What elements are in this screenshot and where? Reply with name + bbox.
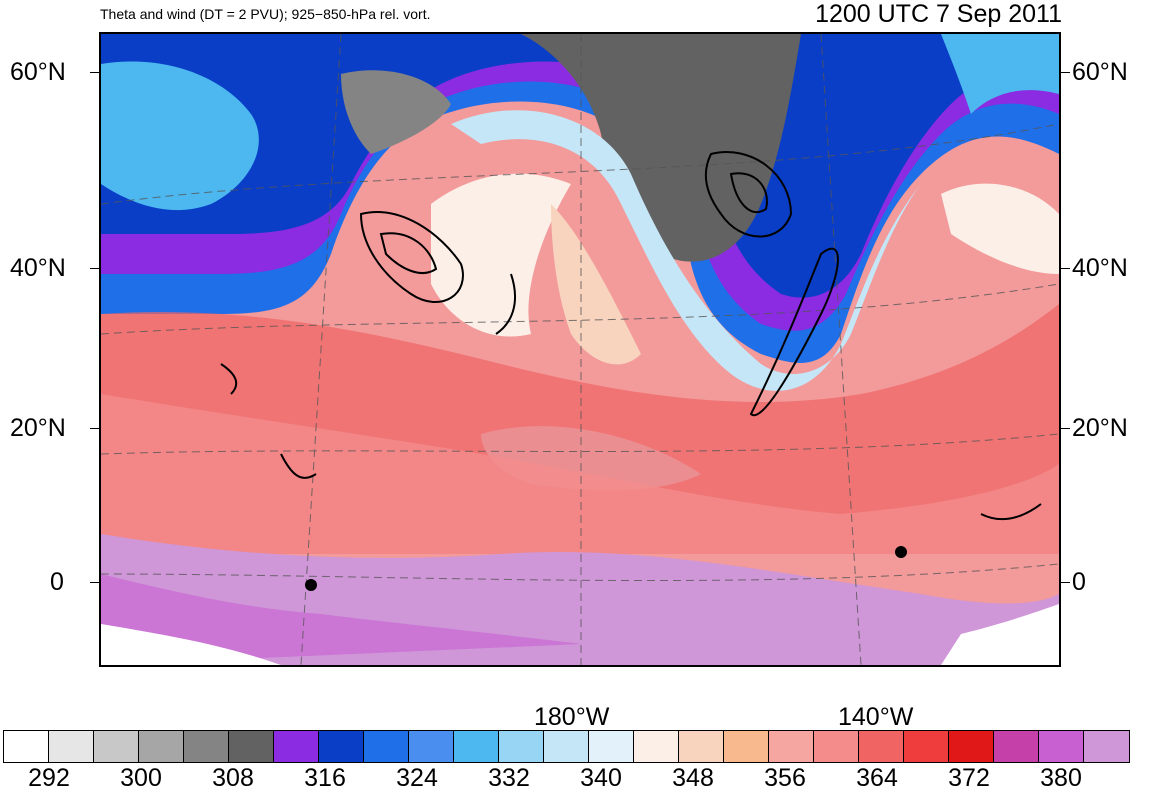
tick-mark bbox=[1061, 268, 1070, 269]
colorbar-tick-label: 308 bbox=[212, 764, 254, 792]
colorbar-swatch bbox=[589, 731, 634, 762]
colorbar-swatch bbox=[994, 731, 1039, 762]
colorbar-swatch bbox=[724, 731, 769, 762]
theta-field bbox=[101, 34, 1059, 665]
colorbar-swatch bbox=[544, 731, 589, 762]
colorbar-tick-label: 364 bbox=[856, 764, 898, 792]
colorbar-swatch bbox=[139, 731, 184, 762]
colorbar-tick-label: 300 bbox=[120, 764, 162, 792]
colorbar-swatch bbox=[634, 731, 679, 762]
lon-label-180w: 180°W bbox=[534, 703, 610, 731]
colorbar-swatch bbox=[229, 731, 274, 762]
colorbar-swatch bbox=[274, 731, 319, 762]
colorbar-tick-label: 324 bbox=[396, 764, 438, 792]
theta-map-panel bbox=[99, 32, 1061, 667]
colorbar-swatch bbox=[184, 731, 229, 762]
colorbar-tick-label: 332 bbox=[488, 764, 530, 792]
tick-mark bbox=[90, 428, 99, 429]
colorbar-swatch bbox=[859, 731, 904, 762]
colorbar-swatch bbox=[904, 731, 949, 762]
lat-label-60n-right: 60°N bbox=[1072, 58, 1128, 86]
colorbar-tick-label: 356 bbox=[764, 764, 806, 792]
colorbar-swatch bbox=[499, 731, 544, 762]
tick-mark bbox=[90, 582, 99, 583]
tick-mark bbox=[1061, 72, 1070, 73]
tick-mark bbox=[1061, 428, 1070, 429]
colorbar-tick-label: 316 bbox=[304, 764, 346, 792]
colorbar-swatch bbox=[364, 731, 409, 762]
lat-label-40n-left: 40°N bbox=[10, 254, 66, 282]
theta-colorbar bbox=[3, 730, 1130, 763]
map-subtitle: Theta and wind (DT = 2 PVU); 925−850-hPa… bbox=[100, 6, 431, 22]
lat-label-40n-right: 40°N bbox=[1072, 254, 1128, 282]
colorbar-swatch bbox=[319, 731, 364, 762]
colorbar-tick-label: 372 bbox=[948, 764, 990, 792]
colorbar-tick-label: 292 bbox=[28, 764, 70, 792]
tick-mark bbox=[90, 268, 99, 269]
map-valid-time: 1200 UTC 7 Sep 2011 bbox=[815, 0, 1062, 28]
lon-label-140w: 140°W bbox=[838, 703, 914, 731]
tick-mark bbox=[90, 72, 99, 73]
lat-label-20n-right: 20°N bbox=[1072, 414, 1128, 442]
colorbar-swatch bbox=[949, 731, 994, 762]
colorbar-tick-label: 380 bbox=[1040, 764, 1082, 792]
colorbar-swatch bbox=[49, 731, 94, 762]
lat-label-eq-right: 0 bbox=[1072, 568, 1086, 596]
colorbar-swatch bbox=[1039, 731, 1084, 762]
tick-mark bbox=[1061, 582, 1070, 583]
colorbar-tick-label: 340 bbox=[580, 764, 622, 792]
colorbar-swatch bbox=[1084, 731, 1129, 762]
lat-label-20n-left: 20°N bbox=[10, 414, 66, 442]
colorbar-swatch bbox=[454, 731, 499, 762]
colorbar-swatch bbox=[4, 731, 49, 762]
lat-label-eq-left: 0 bbox=[50, 568, 64, 596]
colorbar-swatch bbox=[94, 731, 139, 762]
colorbar-swatch bbox=[814, 731, 859, 762]
colorbar-swatch bbox=[679, 731, 724, 762]
colorbar-tick-label: 348 bbox=[672, 764, 714, 792]
colorbar-swatch bbox=[769, 731, 814, 762]
colorbar-swatch bbox=[409, 731, 454, 762]
lat-label-60n-left: 60°N bbox=[10, 58, 66, 86]
